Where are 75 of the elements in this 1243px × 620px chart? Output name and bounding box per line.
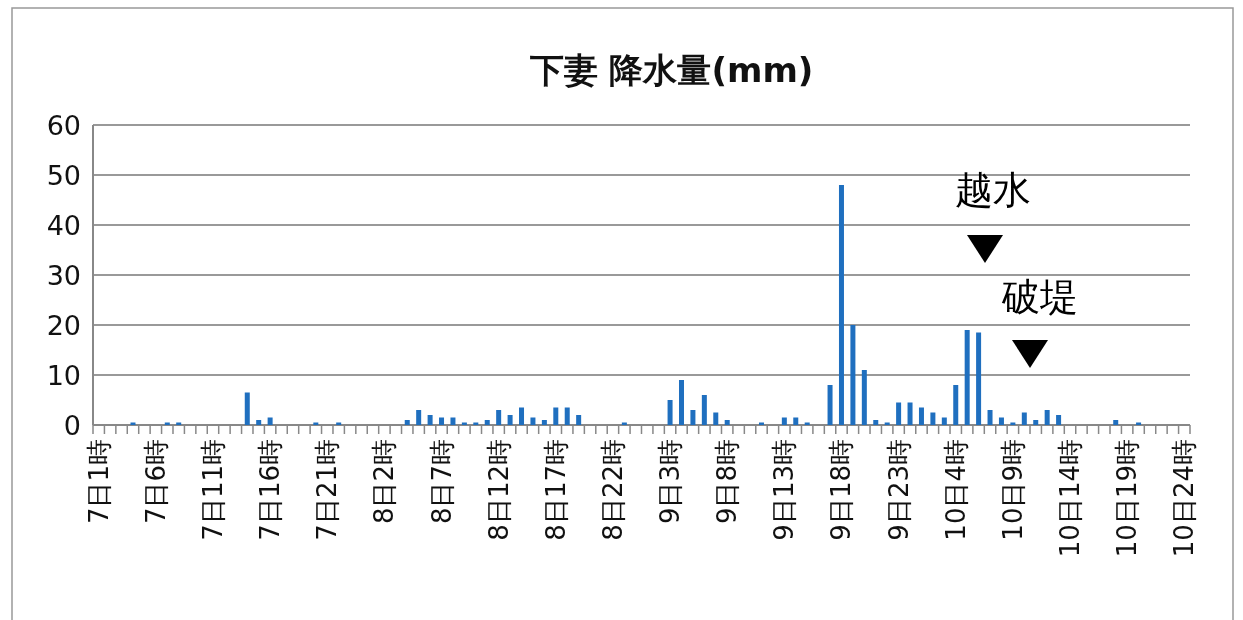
y-tick-label: 0: [63, 410, 81, 441]
bar: [701, 395, 707, 425]
bar: [244, 392, 250, 425]
bar: [667, 400, 673, 425]
bar: [564, 407, 570, 425]
bar: [1113, 420, 1119, 425]
bar: [896, 402, 902, 425]
bar: [998, 417, 1004, 425]
bar: [930, 412, 936, 425]
x-tick-label: 7日21時: [312, 439, 343, 541]
x-tick-label: 10日14時: [1055, 439, 1086, 558]
bar: [827, 385, 833, 425]
x-tick-label: 7日1時: [83, 439, 114, 525]
y-tick-label: 10: [46, 360, 81, 391]
bar: [941, 417, 947, 425]
bar: [496, 410, 502, 425]
bar: [576, 415, 582, 425]
x-tick-label: 8日7時: [426, 439, 457, 525]
y-tick-label: 50: [46, 160, 81, 191]
x-tick-label: 10日4時: [940, 439, 971, 541]
x-tick-label: 8日12時: [483, 439, 514, 541]
bar: [1044, 410, 1050, 425]
bar: [713, 412, 719, 425]
bar: [519, 407, 525, 425]
bar: [256, 420, 262, 425]
bar: [427, 415, 433, 425]
x-tick-label: 7日16時: [255, 439, 286, 541]
y-tick-label: 20: [46, 310, 81, 341]
bar: [1021, 412, 1027, 425]
x-tick-label: 10日24時: [1169, 439, 1200, 558]
bar: [679, 380, 684, 425]
bar: [987, 410, 993, 425]
bar: [267, 417, 273, 425]
bar: [484, 420, 490, 425]
chart-title: 下妻 降水量(mm): [528, 50, 814, 90]
annotation: 越水: [955, 168, 1031, 212]
bar: [530, 417, 536, 425]
bar: [918, 407, 924, 425]
bar: [953, 385, 959, 425]
bar: [793, 417, 799, 425]
annotation: 破堤: [1001, 275, 1078, 319]
bar: [976, 332, 982, 425]
bar: [450, 417, 456, 425]
bar: [553, 407, 559, 425]
bar: [873, 420, 879, 425]
bar: [850, 325, 856, 425]
y-tick-label: 40: [46, 210, 81, 241]
x-tick-label: 8日22時: [597, 439, 628, 541]
x-tick-label: 7日11時: [197, 439, 228, 541]
x-tick-label: 8日2時: [369, 439, 400, 525]
x-tick-label: 9日3時: [655, 439, 686, 525]
x-tick-label: 9日8時: [712, 439, 743, 525]
bar: [1033, 420, 1039, 425]
x-tick-label: 9日18時: [826, 439, 857, 541]
bar: [907, 402, 913, 425]
bar: [404, 420, 410, 425]
bar: [541, 420, 547, 425]
bar: [507, 415, 513, 425]
bar: [964, 330, 970, 425]
x-tick-label: 9日13時: [769, 439, 800, 541]
bar: [1056, 415, 1062, 425]
bar: [781, 417, 787, 425]
bar: [416, 410, 422, 425]
y-tick-label: 60: [46, 110, 81, 141]
y-tick-label: 30: [46, 260, 81, 291]
x-tick-label: 10日19時: [1112, 439, 1143, 558]
bar: [861, 370, 867, 425]
bar: [439, 417, 445, 425]
x-tick-label: 8日17時: [540, 439, 571, 541]
x-tick-label: 10日9時: [997, 439, 1028, 541]
x-tick-label: 9日23時: [883, 439, 914, 541]
bar: [690, 410, 696, 425]
x-tick-label: 7日6時: [140, 439, 171, 525]
bar: [838, 185, 844, 425]
bar: [724, 420, 730, 425]
